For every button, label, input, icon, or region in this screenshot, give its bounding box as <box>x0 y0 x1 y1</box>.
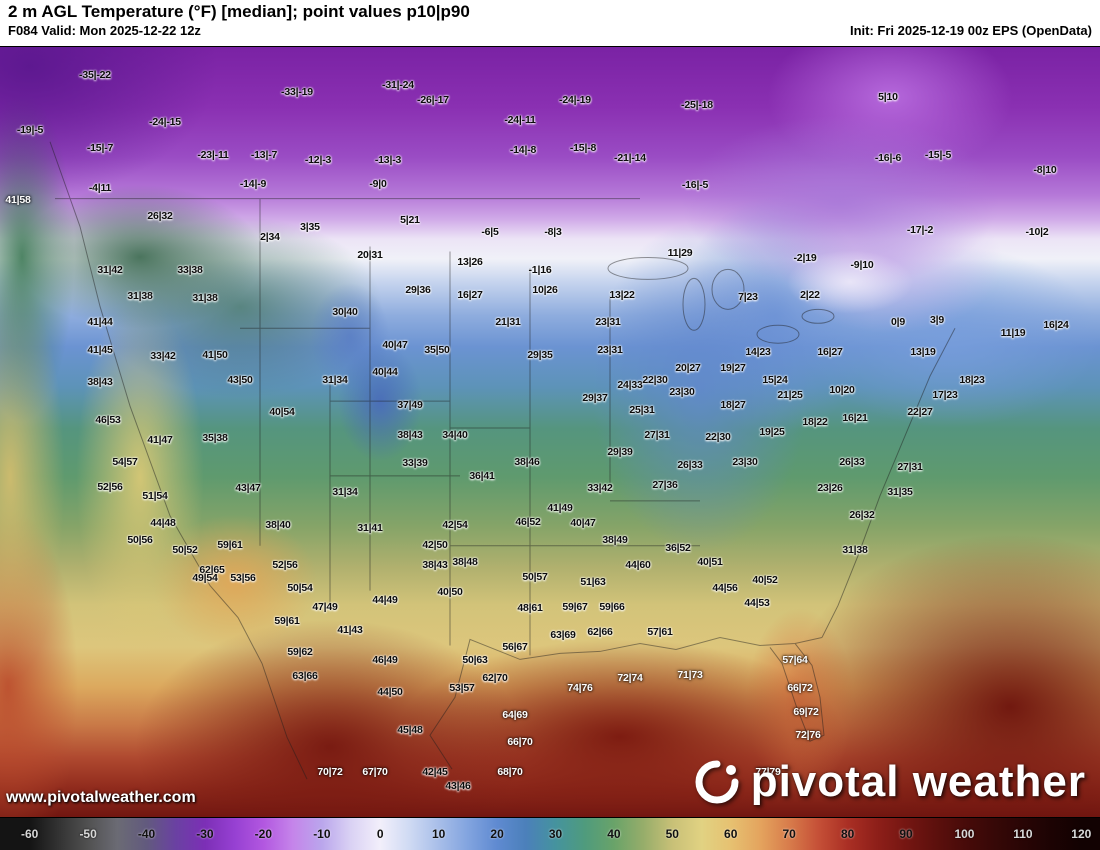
colorbar-tick-label: 30 <box>548 827 563 841</box>
colorbar-tick-label: 20 <box>490 827 504 841</box>
lake-superior <box>607 256 689 280</box>
valid-time-label: F084 Valid: Mon 2025-12-22 12z <box>8 23 201 38</box>
temperature-field <box>0 47 1100 817</box>
colorbar-tick-label: 120 <box>1071 827 1092 841</box>
colorbar-tick-label: 60 <box>724 827 738 841</box>
colorbar-gradient <box>0 818 1100 850</box>
state-borders-horizontal <box>240 327 700 547</box>
pivotal-weather-logo: pivotal weather <box>695 760 1086 804</box>
colorbar-tick-label: -60 <box>21 827 39 841</box>
colorbar-ticks: -60 -50 -40 -30 -20 -10 0 10 20 30 40 50 60 70 80 90 100… <box>0 818 1100 850</box>
lake-michigan <box>682 277 706 331</box>
init-time-label: Init: Fri 2025-12-19 00z EPS (OpenData) <box>849 23 1092 38</box>
colorbar-tick-label: -10 <box>313 827 331 841</box>
pivotal-logo-icon <box>695 760 739 804</box>
colorbar-tick-label: 110 <box>1013 827 1033 841</box>
colorbar-tick-label: -20 <box>254 827 272 841</box>
colorbar-tick-label: 100 <box>954 827 975 841</box>
map-subheader: F084 Valid: Mon 2025-12-22 12z Init: Fri… <box>0 23 1100 38</box>
colorbar-tick-label: 10 <box>431 827 446 841</box>
map-borders <box>49 141 956 780</box>
colorbar-tick-label: 40 <box>607 827 621 841</box>
west-coastline <box>49 141 308 780</box>
lake-erie <box>756 324 800 344</box>
logo-text: pivotal weather <box>750 757 1086 806</box>
map-header: 2 m AGL Temperature (°F) [median]; point… <box>0 0 1100 46</box>
state-borders-vertical <box>259 198 611 656</box>
temperature-map[interactable] <box>0 46 1100 818</box>
colorbar-tick-label: 70 <box>782 827 796 841</box>
colorbar-tick-label: 0 <box>376 827 384 841</box>
florida-coastline <box>769 643 825 742</box>
gulf-coastline <box>429 636 823 770</box>
lake-huron <box>711 268 745 310</box>
colorbar-tick-label: 90 <box>899 827 913 841</box>
colorbar-tick-label: -30 <box>196 827 214 841</box>
map-title: 2 m AGL Temperature (°F) [median]; point… <box>8 2 470 21</box>
lake-ontario <box>801 308 835 324</box>
temperature-colorbar: -60 -50 -40 -30 -20 -10 0 10 20 30 40 50 60 70 80 90 100… <box>0 818 1100 850</box>
east-coastline <box>821 328 956 638</box>
colorbar-tick-label: -50 <box>79 827 97 841</box>
colorbar-tick-label: 80 <box>840 827 855 841</box>
colorbar-tick-label: -40 <box>137 827 156 841</box>
colorbar-tick-label: 50 <box>665 827 679 841</box>
watermark-url: www.pivotalweather.com <box>6 789 196 806</box>
